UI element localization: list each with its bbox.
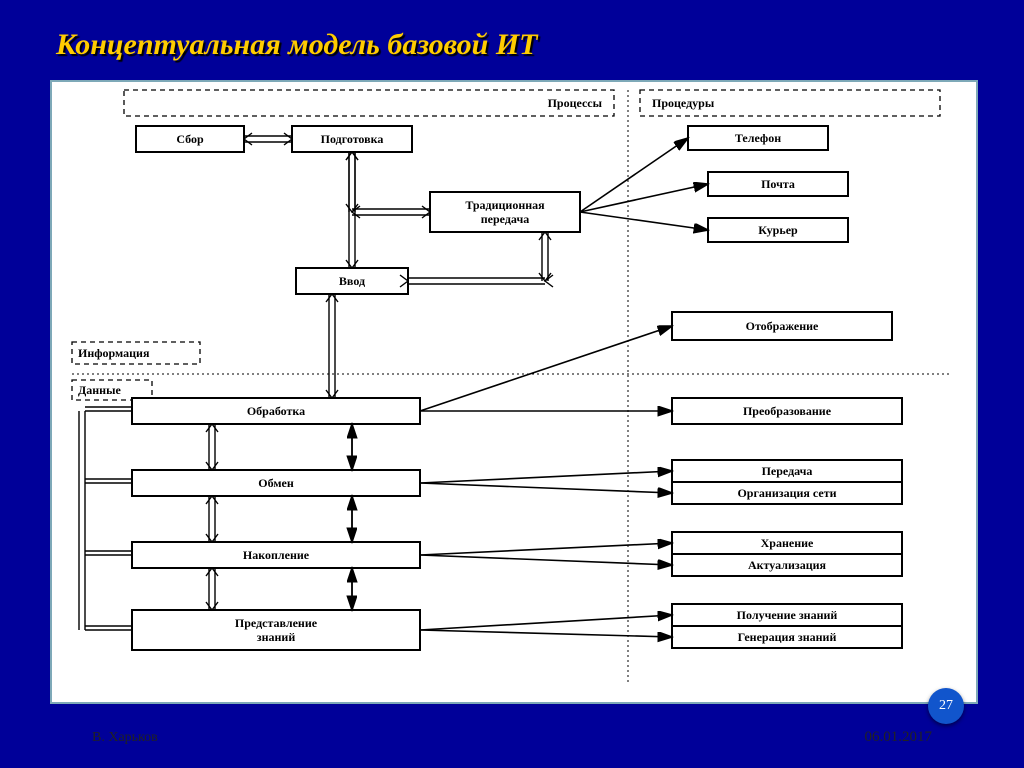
- diagram-canvas: Процессы Процедуры Информация Данные Сбор Под…: [50, 80, 978, 704]
- svg-text:Информация: Информация: [78, 346, 150, 360]
- svg-text:Процессы: Процессы: [548, 96, 603, 110]
- svg-text:Данные: Данные: [78, 383, 121, 397]
- flowchart-svg: Процессы Процедуры Информация Данные Сбор Под…: [52, 82, 976, 702]
- svg-text:Хранение: Хранение: [761, 536, 814, 550]
- svg-text:Генерация знаний: Генерация знаний: [738, 630, 837, 644]
- slide: Концептуальная модель базовой ИТ Процесс…: [0, 0, 1024, 768]
- svg-text:Обмен: Обмен: [258, 476, 294, 490]
- svg-text:Сбор: Сбор: [176, 132, 204, 146]
- svg-text:Процедуры: Процедуры: [652, 96, 715, 110]
- slide-number-badge: 27: [928, 688, 964, 724]
- slide-title: Концептуальная модель базовой ИТ: [56, 28, 538, 62]
- svg-text:Актуализация: Актуализация: [748, 558, 827, 572]
- svg-text:Подготовка: Подготовка: [321, 132, 384, 146]
- svg-text:Курьер: Курьер: [758, 223, 798, 237]
- svg-text:Получение знаний: Получение знаний: [737, 608, 838, 622]
- svg-text:Почта: Почта: [761, 177, 795, 191]
- footer-date: 06.01.2017: [865, 729, 933, 746]
- svg-text:Ввод: Ввод: [339, 274, 365, 288]
- svg-text:Преобразование: Преобразование: [743, 404, 832, 418]
- svg-text:Передача: Передача: [762, 464, 813, 478]
- svg-text:Телефон: Телефон: [735, 131, 781, 145]
- svg-text:Организация сети: Организация сети: [737, 486, 836, 500]
- svg-text:Накопление: Накопление: [243, 548, 310, 562]
- svg-text:Обработка: Обработка: [247, 404, 305, 418]
- footer-author: В. Харьков: [92, 730, 158, 746]
- svg-text:Отображение: Отображение: [746, 319, 819, 333]
- slide-number: 27: [939, 698, 953, 714]
